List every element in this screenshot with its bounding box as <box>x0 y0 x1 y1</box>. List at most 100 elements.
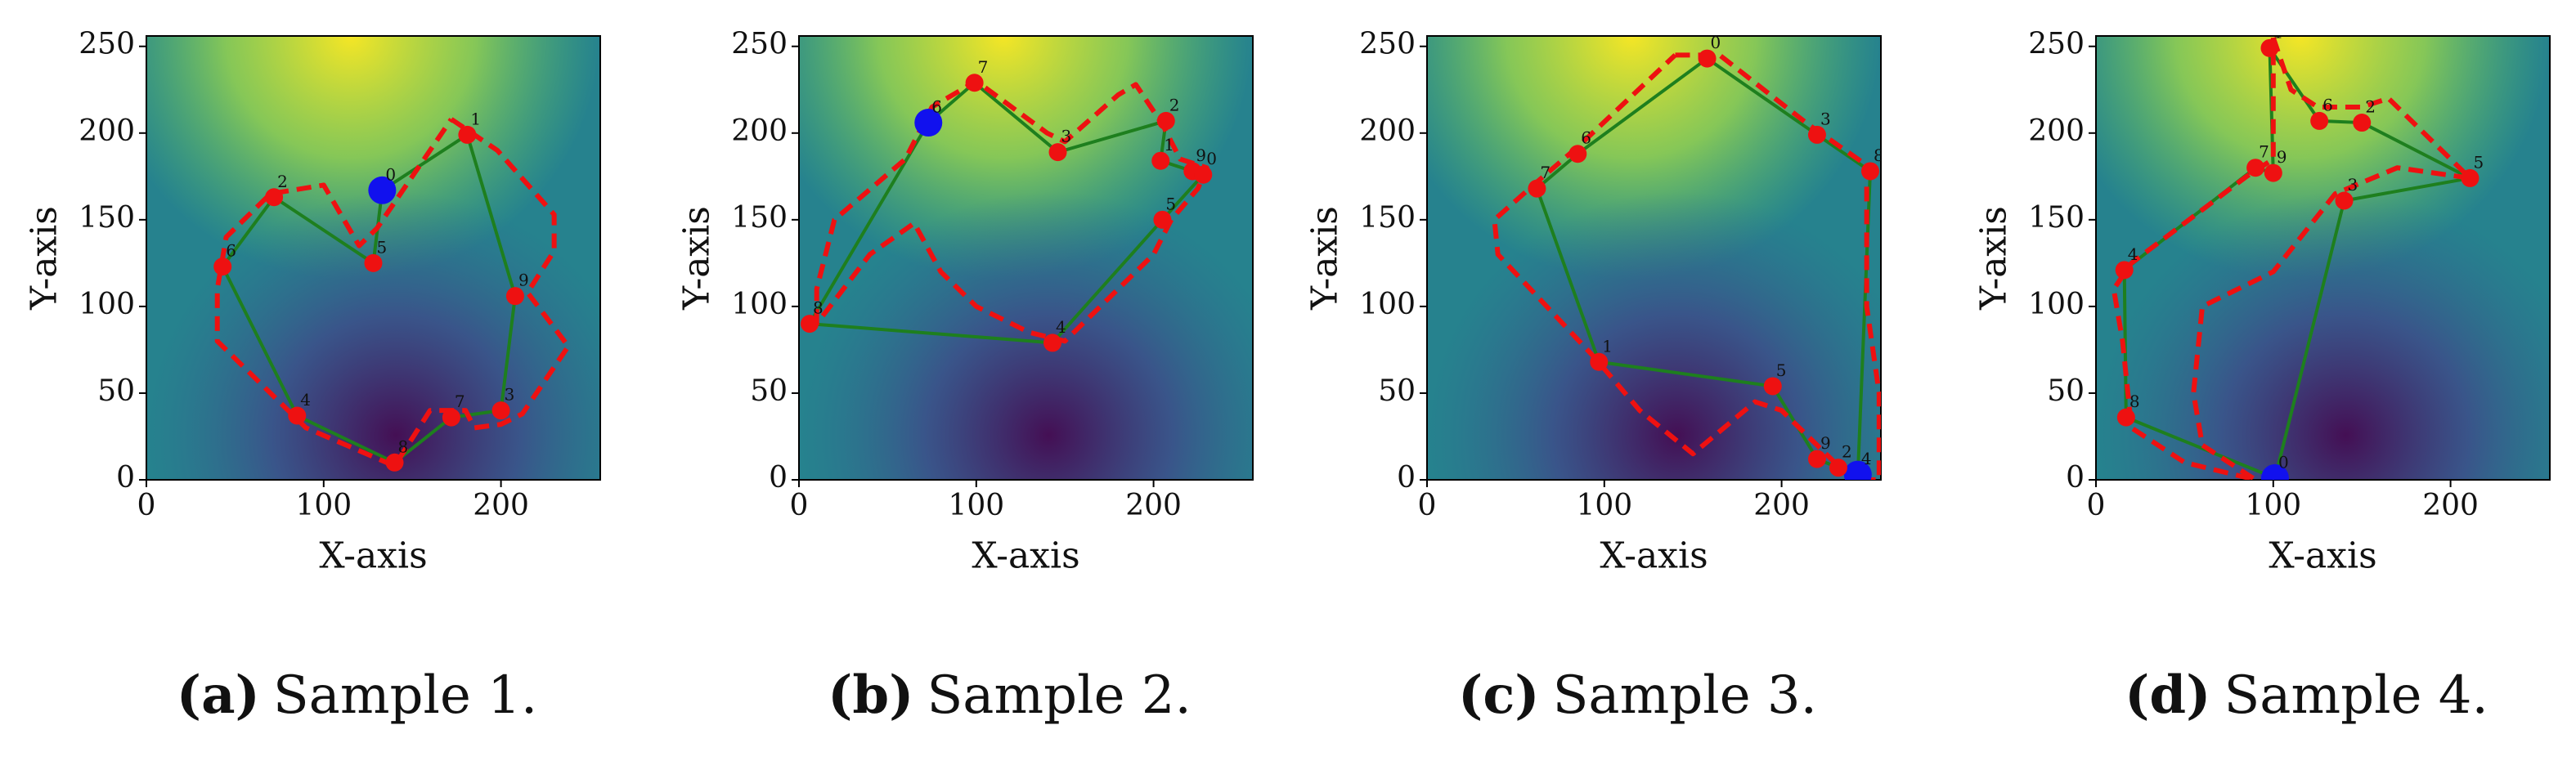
caption: (c) Sample 3. <box>1458 665 1817 726</box>
point-label: 2 <box>1842 442 1852 462</box>
y-tick-label: 100 <box>731 288 788 321</box>
point-label: 4 <box>1861 449 1872 468</box>
point-label: 2 <box>1169 95 1180 114</box>
point <box>1528 179 1546 198</box>
start-point <box>1843 460 1872 480</box>
x-tick-label: 100 <box>2245 489 2301 522</box>
point-label: 4 <box>2128 244 2138 264</box>
point-label: 6 <box>1581 128 1591 148</box>
point <box>385 453 404 472</box>
caption-label: (c) <box>1458 665 1540 726</box>
point <box>1194 165 1213 184</box>
x-tick-label: 200 <box>473 489 529 522</box>
point-label: 0 <box>1206 149 1217 168</box>
y-tick-label: 250 <box>2028 28 2085 61</box>
plot-area: 0 3 5 2 6 1 97 4 8 <box>2111 36 2484 480</box>
point <box>2310 111 2329 130</box>
x-tick-label: 0 <box>137 489 156 522</box>
point-label: 1 <box>470 109 481 128</box>
point <box>2116 408 2135 427</box>
point-label: 6 <box>931 97 942 117</box>
y-tick-label: 150 <box>731 201 788 235</box>
y-tick-label: 250 <box>1359 28 1416 61</box>
point <box>2461 168 2480 187</box>
point-label: 2 <box>2365 97 2376 117</box>
point-label: 0 <box>2278 452 2289 472</box>
point <box>1156 111 1175 130</box>
point <box>1568 145 1587 163</box>
caption-label: (a) <box>177 665 260 726</box>
x-tick-label: 100 <box>295 489 352 522</box>
point <box>1829 459 1847 477</box>
x-tick-label: 0 <box>790 489 809 522</box>
point <box>505 287 524 306</box>
point-label: 5 <box>2473 152 2484 172</box>
point-label: 0 <box>1711 33 1721 52</box>
y-axis-label: Y-axis <box>676 206 718 311</box>
point <box>213 257 232 276</box>
x-axis-label: X-axis <box>1600 535 1708 577</box>
y-tick-label: 200 <box>731 114 788 148</box>
y-tick-label: 200 <box>1359 114 1416 148</box>
axes-frame <box>798 35 1254 481</box>
point-label: 3 <box>2348 175 2358 195</box>
y-tick-label: 100 <box>2028 288 2085 321</box>
start-point <box>368 176 397 204</box>
point <box>1698 49 1717 68</box>
point-label: 9 <box>1820 433 1831 453</box>
x-tick-label: 100 <box>1576 489 1632 522</box>
point-label: 3 <box>1061 127 1072 146</box>
point-label: 3 <box>1820 109 1831 128</box>
caption-text: Sample 2. <box>927 665 1191 726</box>
point <box>2353 114 2372 132</box>
heatmap-low <box>799 36 1253 480</box>
point-label: 8 <box>398 436 409 456</box>
route-line <box>214 117 571 469</box>
start-point <box>914 109 943 137</box>
y-tick-label: 200 <box>79 114 135 148</box>
x-tick-label: 200 <box>1125 489 1182 522</box>
point <box>1807 450 1826 468</box>
point-label: 8 <box>813 298 824 318</box>
point <box>1590 352 1609 371</box>
heatmap-low <box>1427 36 1881 480</box>
y-tick-label: 50 <box>1378 374 1416 408</box>
y-tick-label: 150 <box>2028 201 2085 235</box>
point <box>965 74 984 92</box>
point-label: 5 <box>377 237 388 257</box>
y-tick-label: 250 <box>79 28 135 61</box>
point-label: 9 <box>2277 147 2287 167</box>
point-label: 5 <box>1165 194 1176 213</box>
point <box>1153 210 1172 229</box>
point-label: 7 <box>2259 142 2269 162</box>
x-axis-label: X-axis <box>972 535 1079 577</box>
point-label: 1 <box>1602 336 1613 356</box>
caption: (a) Sample 1. <box>177 665 537 726</box>
axes-frame <box>2095 35 2551 481</box>
point <box>491 401 510 420</box>
point <box>2335 191 2354 210</box>
y-tick-label: 0 <box>769 461 788 495</box>
y-tick-label: 50 <box>2047 374 2085 408</box>
point-label: 9 <box>1196 145 1206 165</box>
point <box>364 253 383 272</box>
y-tick-label: 50 <box>750 374 788 408</box>
x-tick-label: 200 <box>2422 489 2479 522</box>
caption-text: Sample 4. <box>2224 665 2488 726</box>
point-label: 0 <box>385 164 396 184</box>
point <box>801 315 819 333</box>
point <box>1043 333 1062 352</box>
point-label: 6 <box>2322 95 2333 114</box>
y-axis-label: Y-axis <box>24 206 65 311</box>
point <box>1860 162 1879 181</box>
point <box>2246 159 2265 177</box>
point-label: 3 <box>505 385 515 405</box>
x-axis-label: X-axis <box>319 535 427 577</box>
heatmap-low <box>2096 36 2550 480</box>
point-label: 4 <box>1056 317 1066 337</box>
y-tick-label: 0 <box>2066 461 2085 495</box>
point-label: 9 <box>518 271 529 290</box>
y-tick-label: 150 <box>1359 201 1416 235</box>
point <box>2260 38 2279 57</box>
y-tick-label: 200 <box>2028 114 2085 148</box>
